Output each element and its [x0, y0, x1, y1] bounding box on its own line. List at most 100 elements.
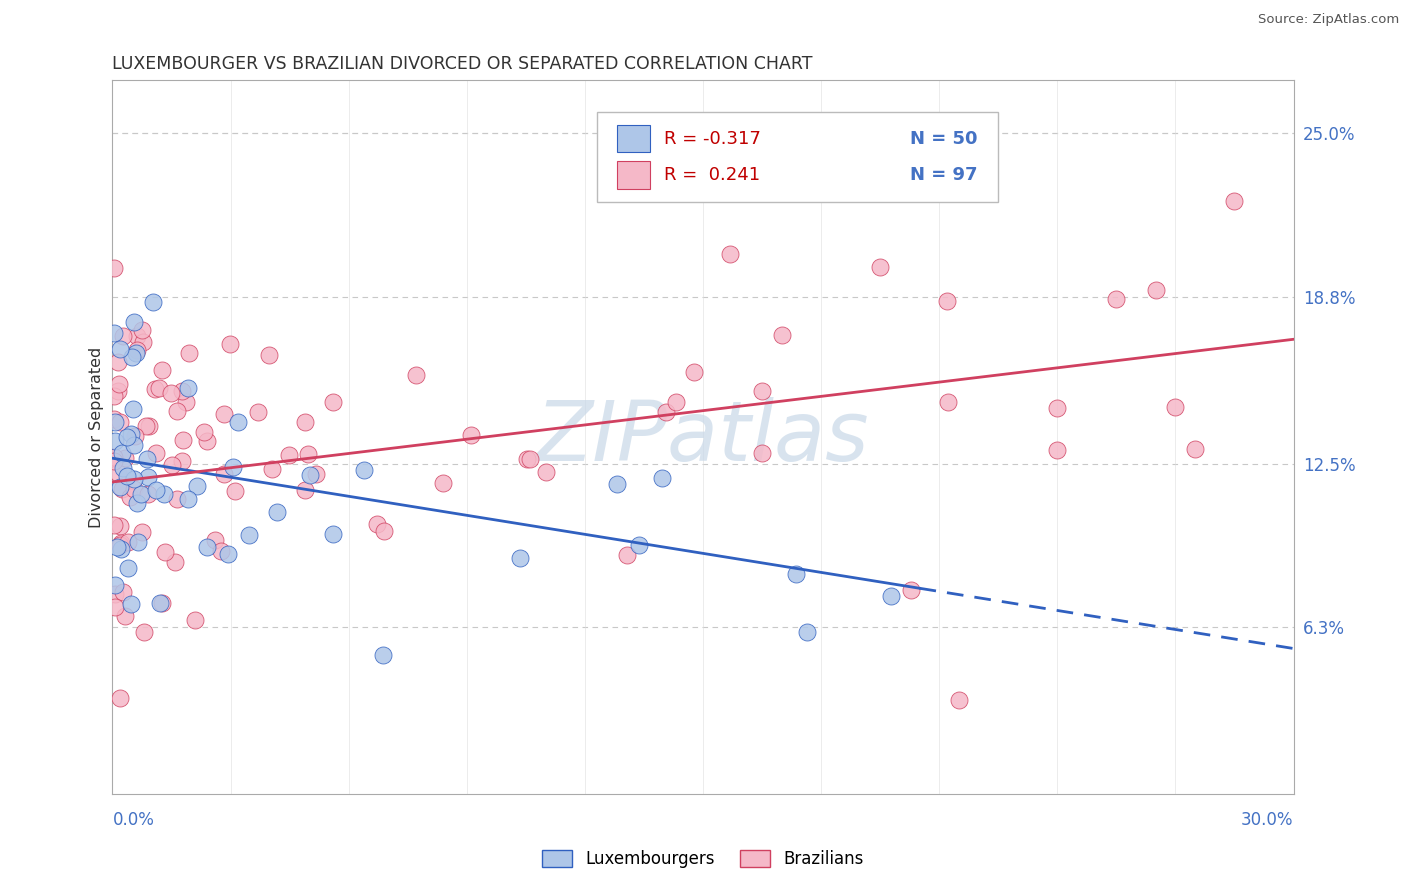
Point: [159, 386, 181, 401]
Point: [142, 294, 165, 309]
Point: [651, 471, 673, 485]
Point: [516, 452, 538, 467]
Point: [718, 247, 741, 261]
Point: [152, 363, 174, 377]
Point: [353, 463, 375, 477]
Point: [246, 405, 269, 419]
Point: [104, 415, 127, 429]
Point: [772, 328, 794, 343]
Text: ZIPatlas: ZIPatlas: [536, 397, 870, 477]
Point: [127, 535, 149, 549]
Point: [172, 434, 194, 448]
Point: [108, 342, 131, 356]
Text: R =  0.241: R = 0.241: [664, 166, 761, 184]
Point: [278, 448, 301, 462]
Point: [1223, 194, 1246, 208]
Point: [131, 525, 153, 540]
Point: [104, 578, 127, 592]
Point: [122, 401, 145, 416]
Point: [172, 384, 194, 399]
Point: [107, 467, 129, 481]
FancyBboxPatch shape: [596, 112, 998, 202]
Point: [193, 425, 215, 439]
Point: [115, 469, 138, 483]
Point: [136, 487, 159, 501]
Point: [124, 438, 146, 452]
Point: [108, 519, 131, 533]
Point: [221, 460, 243, 475]
FancyBboxPatch shape: [617, 126, 650, 153]
Point: [108, 415, 131, 429]
FancyBboxPatch shape: [617, 161, 650, 188]
Point: [110, 535, 132, 549]
Point: [103, 450, 125, 464]
Point: [1105, 292, 1128, 306]
Point: [120, 597, 142, 611]
Text: N = 97: N = 97: [910, 166, 977, 184]
Point: [166, 404, 188, 418]
Point: [112, 328, 135, 343]
Y-axis label: Divorced or Separated: Divorced or Separated: [89, 346, 104, 528]
Point: [122, 472, 145, 486]
Point: [150, 596, 173, 610]
Point: [115, 430, 138, 444]
Point: [125, 328, 148, 343]
Point: [655, 405, 678, 419]
Point: [121, 350, 143, 364]
Point: [432, 475, 454, 490]
Point: [145, 483, 167, 497]
Point: [294, 483, 316, 497]
Point: [153, 545, 176, 559]
Point: [112, 460, 135, 475]
Text: 0.0%: 0.0%: [112, 811, 155, 829]
Point: [751, 446, 773, 460]
Point: [132, 625, 155, 640]
Point: [373, 524, 395, 538]
Point: [184, 613, 207, 627]
Point: [297, 447, 319, 461]
Point: [785, 566, 807, 581]
Point: [166, 492, 188, 507]
Point: [217, 548, 239, 562]
Point: [936, 395, 959, 409]
Point: [120, 490, 142, 504]
Point: [371, 648, 394, 662]
Point: [103, 518, 125, 533]
Point: [111, 446, 134, 460]
Point: [186, 479, 208, 493]
Point: [114, 608, 136, 623]
Point: [110, 541, 132, 556]
Point: [131, 323, 153, 337]
Point: [209, 544, 232, 558]
Point: [948, 693, 970, 707]
Point: [108, 690, 131, 705]
Point: [104, 600, 127, 615]
Point: [880, 590, 903, 604]
Legend: Luxembourgers, Brazilians: Luxembourgers, Brazilians: [536, 843, 870, 875]
Point: [460, 427, 482, 442]
Point: [135, 419, 157, 434]
Point: [1184, 442, 1206, 457]
Point: [606, 477, 628, 491]
Point: [125, 343, 148, 358]
Point: [174, 395, 197, 409]
Point: [120, 427, 142, 442]
Point: [219, 336, 242, 351]
Point: [900, 583, 922, 598]
Text: Source: ZipAtlas.com: Source: ZipAtlas.com: [1258, 13, 1399, 27]
Point: [935, 294, 957, 309]
Point: [104, 587, 127, 601]
Point: [616, 548, 638, 562]
Point: [259, 348, 281, 362]
Point: [294, 415, 316, 429]
Point: [534, 466, 557, 480]
Point: [136, 469, 159, 483]
Point: [103, 454, 125, 468]
Point: [143, 382, 166, 396]
Point: [125, 346, 148, 360]
Point: [124, 482, 146, 496]
Point: [107, 384, 129, 398]
Point: [111, 585, 134, 599]
Point: [1164, 401, 1187, 415]
Point: [1046, 401, 1069, 415]
